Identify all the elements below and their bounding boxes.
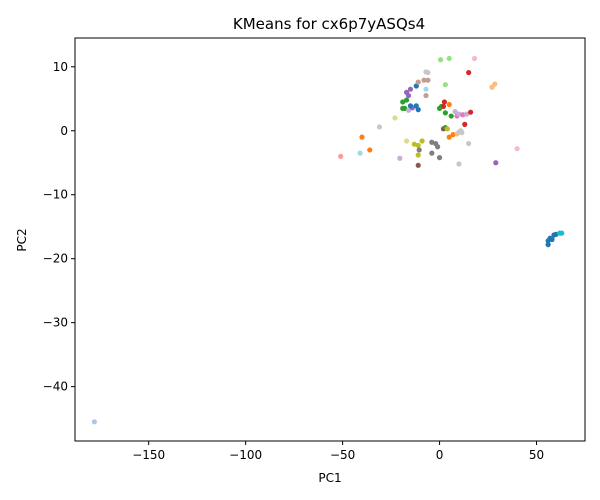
data-point-70 [466, 140, 472, 147]
data-point-3 [359, 134, 365, 140]
data-point-57 [460, 112, 466, 118]
data-point-77 [549, 236, 555, 243]
data-point-12 [404, 97, 410, 103]
data-point-5 [376, 124, 383, 130]
plot-frame [74, 37, 586, 442]
data-point-4 [367, 147, 373, 153]
points-layer [91, 55, 565, 425]
data-point-48 [440, 103, 447, 110]
chart-title: KMeans for cx6p7yASQs4 [233, 15, 425, 33]
data-point-29 [437, 57, 444, 63]
y-tick-label-2: −20 [43, 252, 68, 266]
data-point-18 [407, 103, 414, 109]
data-point-6 [392, 115, 398, 121]
data-point-30 [446, 55, 452, 62]
data-point-22 [415, 79, 421, 85]
data-point-24 [425, 77, 431, 83]
data-point-11 [400, 105, 406, 111]
data-point-15 [407, 86, 414, 92]
data-point-60 [462, 121, 468, 127]
y-axis-ticks: −40 −30 −20 −10 0 10 [43, 60, 75, 394]
data-point-27 [423, 86, 429, 92]
x-tick-label-2: −50 [330, 448, 355, 462]
x-tick-label-4: 50 [529, 448, 544, 462]
data-point-16 [405, 107, 412, 113]
x-tick-label-0: −150 [132, 448, 165, 462]
data-point-2 [357, 150, 363, 156]
data-point-51 [442, 110, 448, 116]
y-tick-label-3: −10 [43, 188, 68, 202]
data-point-50 [436, 105, 443, 111]
data-point-40 [416, 147, 422, 153]
data-point-56 [456, 111, 462, 117]
data-point-31 [471, 55, 478, 62]
data-point-58 [464, 111, 470, 117]
data-point-45 [435, 144, 441, 150]
x-axis-label: PC1 [318, 471, 341, 485]
data-point-64 [446, 134, 452, 140]
data-point-53 [448, 113, 454, 119]
data-point-28 [423, 92, 429, 99]
data-point-54 [452, 108, 458, 115]
data-point-73 [514, 146, 520, 152]
data-point-81 [559, 230, 565, 236]
data-point-8 [404, 138, 410, 144]
data-point-23 [421, 77, 427, 83]
data-point-52 [446, 101, 452, 108]
data-point-59 [467, 109, 474, 115]
data-point-14 [404, 89, 410, 95]
data-point-1 [338, 153, 344, 159]
data-point-37 [415, 142, 421, 149]
data-point-72 [493, 160, 499, 166]
y-tick-label-4: 0 [60, 124, 68, 138]
data-point-33 [442, 82, 448, 88]
y-tick-label-5: 10 [53, 60, 68, 74]
x-axis-ticks: −150 −100 −50 0 50 [132, 441, 544, 462]
data-point-38 [419, 138, 425, 144]
x-tick-label-1: −100 [229, 448, 262, 462]
data-point-41 [415, 162, 421, 168]
data-point-20 [415, 107, 421, 113]
data-point-7 [397, 155, 403, 161]
data-point-63 [444, 126, 450, 132]
data-point-46 [436, 155, 443, 161]
data-point-19 [413, 103, 419, 109]
data-point-26 [425, 69, 431, 76]
data-point-35 [492, 81, 498, 87]
data-point-21 [413, 83, 419, 89]
data-point-65 [450, 131, 456, 138]
data-point-74 [545, 242, 551, 248]
y-tick-label-0: −40 [43, 380, 68, 394]
data-point-69 [458, 128, 464, 134]
data-point-49 [441, 99, 448, 105]
data-point-0 [91, 419, 97, 425]
y-tick-label-1: −30 [43, 316, 68, 330]
data-point-39 [415, 152, 421, 158]
y-axis-label: PC2 [15, 228, 29, 251]
data-point-42 [429, 150, 435, 156]
data-point-32 [466, 69, 472, 76]
data-point-9 [400, 99, 406, 105]
data-point-71 [456, 161, 462, 167]
x-tick-label-3: 0 [436, 448, 444, 462]
